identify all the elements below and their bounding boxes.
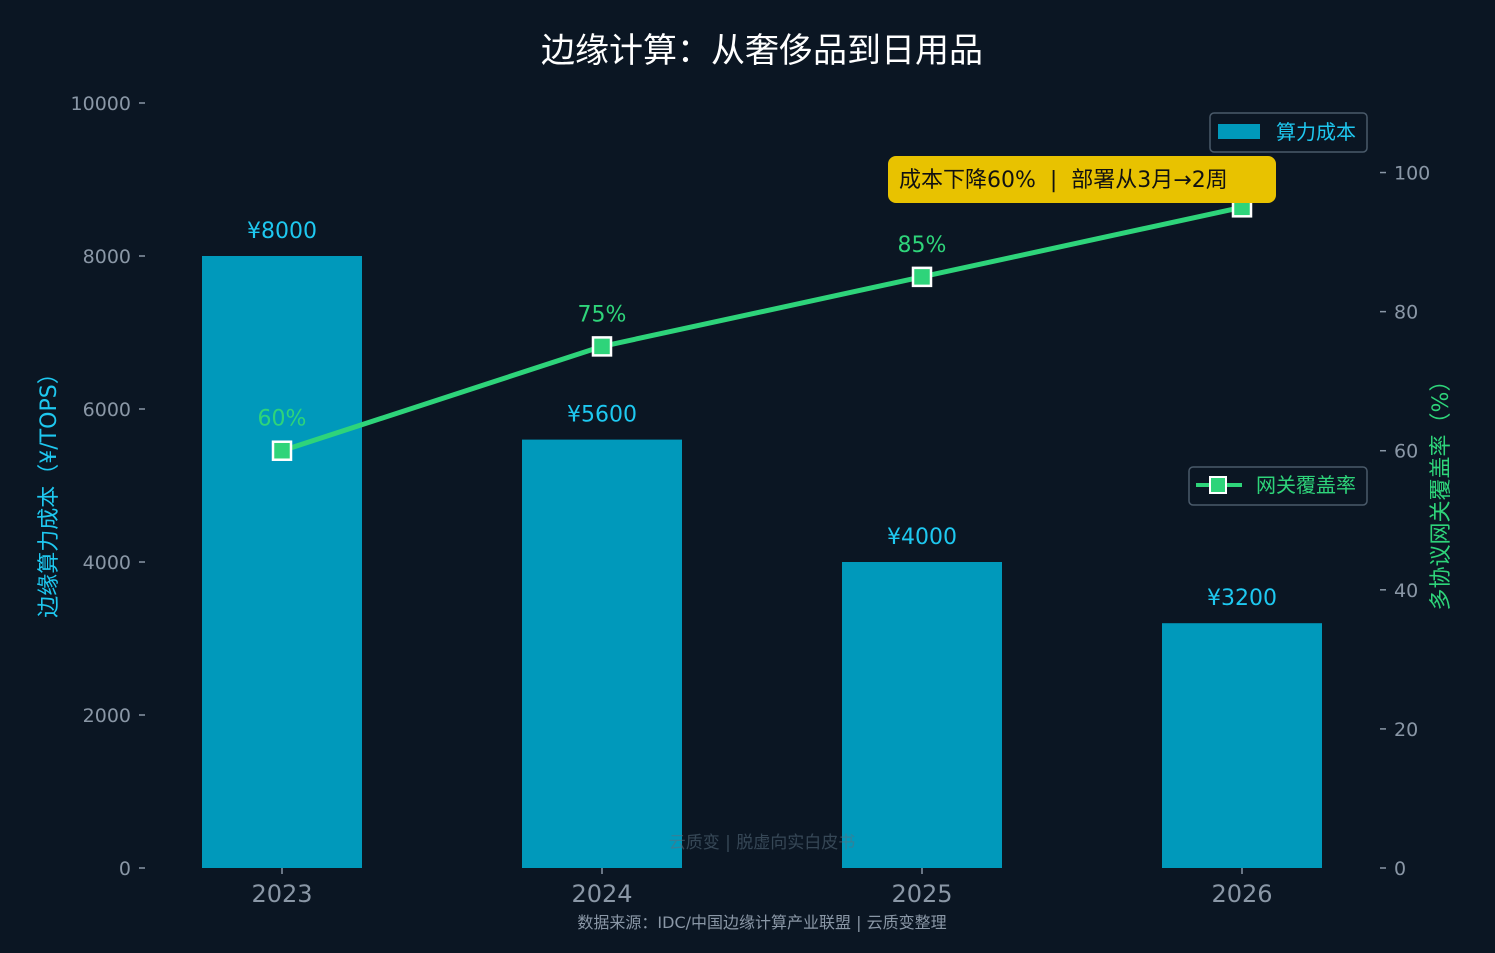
chart-title: 边缘计算：从奢侈品到日用品 (541, 31, 983, 71)
legend-bar-frame (1209, 112, 1368, 153)
x-tick-label: 2026 (1211, 880, 1272, 908)
line-point-2023[interactable] (271, 440, 293, 461)
bar-value-label: ¥5600 (567, 403, 637, 428)
bar-2026[interactable] (1162, 623, 1322, 868)
x-tick-label: 2024 (571, 880, 632, 908)
x-tick-label: 2025 (891, 880, 952, 908)
bar-2025[interactable] (842, 562, 1002, 868)
bar-series: ¥8000 ¥5600 ¥4000 ¥3200 (202, 219, 1322, 868)
watermark: 云质变 | 脱虚向实白皮书 (669, 833, 856, 853)
bar-value-label: ¥3200 (1207, 586, 1277, 611)
legend-bar-swatch (1218, 124, 1260, 139)
bar-value-label: ¥8000 (247, 219, 317, 244)
legend-bar-label: 算力成本 (1276, 120, 1356, 144)
right-axis: 0 20 40 60 80 100 (1380, 163, 1430, 880)
right-tick-label: 80 (1394, 302, 1418, 324)
bar-2024[interactable] (522, 439, 682, 868)
left-tick-label: 10000 (71, 93, 131, 115)
right-tick-label: 20 (1394, 719, 1418, 741)
left-axis: 0 2000 4000 6000 8000 10000 (71, 93, 145, 880)
line-series: 60%75%85%95% (258, 163, 1266, 461)
x-axis: 2023 2024 2025 2026 (251, 868, 1273, 908)
line-point-2024[interactable] (591, 336, 613, 357)
left-axis-title: 边缘算力成本（¥/TOPS） (37, 362, 62, 617)
left-tick-label: 8000 (83, 246, 131, 268)
legend-line-marker (1209, 476, 1227, 494)
right-tick-label: 40 (1394, 580, 1418, 602)
annotation-box (888, 156, 1276, 203)
x-tick-label: 2023 (251, 880, 312, 908)
legend-line[interactable]: 网关覆盖率 (1188, 466, 1368, 506)
line-point-2025[interactable] (911, 266, 933, 288)
line-value-label: 60% (258, 407, 307, 432)
line-value-label: 75% (578, 302, 627, 327)
right-tick-label: 0 (1394, 858, 1406, 880)
left-tick-label: 0 (119, 858, 131, 880)
annotation-callout: 成本下降60% | 部署从3月→2周 (888, 156, 1276, 203)
left-tick-label: 6000 (83, 399, 131, 421)
source-note: 数据来源：IDC/中国边缘计算产业联盟 | 云质变整理 (577, 913, 946, 932)
right-tick-label: 100 (1394, 163, 1430, 185)
legend-line-label: 网关覆盖率 (1256, 473, 1356, 497)
left-tick-label: 2000 (83, 705, 131, 727)
legend-line-frame (1188, 466, 1368, 506)
bar-2023[interactable] (202, 256, 362, 868)
annotation-text: 成本下降60% | 部署从3月→2周 (899, 168, 1228, 193)
bar-value-label: ¥4000 (887, 525, 957, 550)
right-axis-title: 多协议网关覆盖率（%） (1429, 370, 1454, 611)
right-tick-label: 60 (1394, 441, 1418, 463)
left-tick-label: 4000 (83, 552, 131, 574)
line-value-label: 85% (898, 233, 947, 258)
line-path (281, 204, 1243, 454)
legend-bar[interactable]: 算力成本 (1209, 112, 1368, 153)
